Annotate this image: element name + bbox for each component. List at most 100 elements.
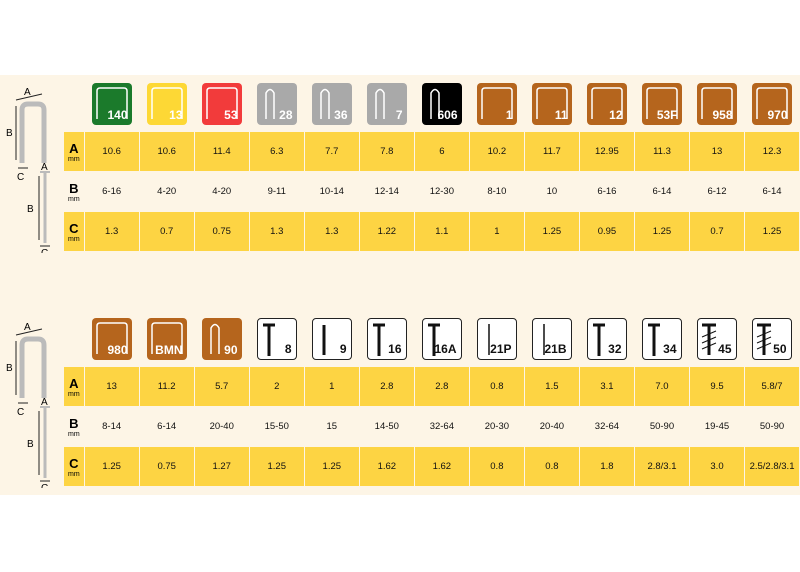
row-unit: mm (67, 390, 80, 398)
brad-icon: 9 (311, 318, 352, 360)
row-letter: A (69, 375, 79, 391)
table-cell: 2.8 (415, 367, 470, 406)
table-cell: 1.25 (85, 447, 140, 486)
table-cell: 6.3 (250, 132, 305, 171)
label-c: C (17, 407, 24, 418)
table-cell: 1 (305, 367, 360, 406)
staple-icon: 980 (91, 318, 132, 360)
table-cell: 5.7 (195, 367, 250, 406)
table-cell: 6-14 (762, 186, 782, 197)
label-c: C (41, 248, 48, 253)
label-b: B (27, 439, 34, 450)
table-cell: 12.3 (745, 132, 800, 171)
nail-icon: 32 (586, 318, 627, 360)
table-cell: 0.8 (470, 447, 525, 486)
nail-icon: 16 (366, 318, 407, 360)
staple-type-980: 980 (84, 318, 139, 364)
staple-type-8: 8 (249, 318, 304, 364)
type-label: 53F (656, 108, 678, 122)
table-cell: 20-40 (209, 421, 234, 432)
type-label: 90 (224, 343, 238, 357)
icon-row: 140 13 53 28 36 7 606 1 11 12 53F 958 970 (84, 83, 799, 129)
staple-type-53: 53 (194, 83, 249, 129)
table-cell: 1.62 (415, 447, 470, 486)
staple-type-16: 16 (359, 318, 414, 364)
row-letter: C (69, 220, 79, 236)
type-label: 16A (434, 342, 457, 356)
table-cell: 1.3 (250, 212, 305, 251)
type-label: 9 (339, 342, 347, 356)
staple-type-1: 1 (469, 83, 524, 129)
staple-type-53F: 53F (634, 83, 689, 129)
staple-type-34: 34 (634, 318, 689, 364)
dimension-diagram-icon: A B C A B C (6, 88, 50, 253)
table-cell: 10-14 (319, 186, 344, 197)
table-cell: 1.22 (360, 212, 415, 251)
staple-icon: 140 (91, 83, 132, 125)
type-label: 140 (107, 108, 128, 122)
staple-type-16A: 16A (414, 318, 469, 364)
table-cell: 15 (326, 421, 338, 432)
table-cell: 7.8 (360, 132, 415, 171)
table-cell: 14-50 (374, 421, 399, 432)
nail-icon: 8 (256, 318, 297, 360)
table-cell: 50-90 (759, 421, 785, 432)
table-cell: 5.8/7 (745, 367, 800, 406)
table-cell: 12-14 (374, 186, 399, 197)
staple-type-140: 140 (84, 83, 139, 129)
row-letter: B (69, 180, 79, 196)
type-label: 7 (395, 108, 403, 122)
table-cell: 0.7 (690, 212, 746, 251)
table-cell: 6-12 (707, 186, 727, 197)
type-label: 970 (767, 108, 788, 122)
type-label: 53 (224, 108, 238, 122)
type-label: 16 (388, 342, 402, 356)
label-a: A (24, 88, 31, 98)
table-cell: 12-30 (429, 186, 454, 197)
type-label: 12 (609, 108, 623, 122)
table-cell: 2.8/3.1 (635, 447, 690, 486)
table-cell: 10 (546, 186, 558, 197)
table-cell: 0.95 (580, 212, 635, 251)
type-label: 13 (169, 108, 183, 122)
label-a: A (41, 162, 48, 173)
staple-type-BMN: BMN (139, 318, 194, 364)
table-cell: 6-16 (102, 186, 122, 197)
table-cell: 12.95 (580, 132, 635, 171)
table-cell: 1.25 (525, 212, 580, 251)
dimension-diagram-icon: A B C A B C (6, 323, 50, 488)
table-cell: 4-20 (212, 186, 232, 197)
row-unit: mm (67, 155, 80, 163)
staple-icon: 53F (641, 83, 682, 125)
table-cell: 1.25 (305, 447, 360, 486)
staple-icon: 1 (476, 83, 517, 125)
table-cell: 2.5/2.8/3.1 (745, 447, 800, 486)
table-cell: 50-90 (649, 421, 675, 432)
table-cell: 1.3 (85, 212, 140, 251)
table-cell: 0.75 (195, 212, 250, 251)
table-cell: 32-64 (594, 421, 620, 432)
row-letter: A (69, 140, 79, 156)
type-label: BMN (155, 343, 183, 357)
table-cell: 7.0 (635, 367, 690, 406)
type-label: 958 (712, 108, 733, 122)
type-label: 50 (773, 342, 787, 356)
row-letter: B (69, 415, 79, 431)
type-label: 36 (334, 108, 348, 122)
type-label: 980 (107, 343, 128, 357)
type-label: 28 (279, 108, 293, 122)
label-a: A (41, 397, 48, 408)
nail-icon: 34 (641, 318, 682, 360)
table-cell: 13 (690, 132, 746, 171)
table-cell: 32-64 (429, 421, 454, 432)
table-cell: 9.5 (690, 367, 746, 406)
type-label: 8 (284, 342, 292, 356)
row-unit: mm (67, 195, 80, 203)
label-c: C (41, 483, 48, 488)
label-a: A (24, 323, 31, 333)
staple-icon: 53 (201, 83, 242, 125)
